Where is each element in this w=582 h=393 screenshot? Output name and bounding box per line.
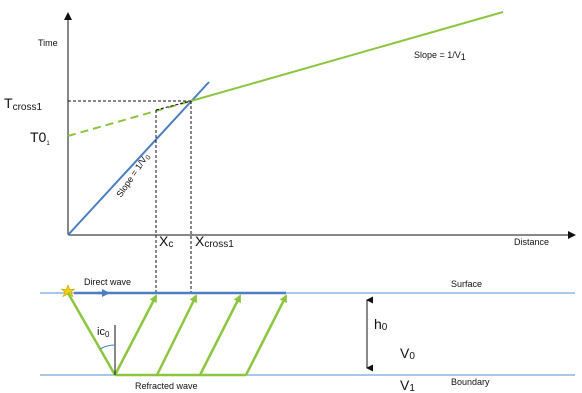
slope-v0-label: Slope = 1/V0 [114,151,152,200]
boundary-label: Boundary [451,377,490,387]
thickness-label: h0 [374,316,388,333]
v1-label: V1 [400,377,415,393]
xc-guide-top [155,100,192,111]
critical-angle-label: ic0 [97,326,110,339]
xc-label: Xc [159,233,173,250]
x-cross-label: Xcross1 [195,233,234,250]
surface-label: Surface [451,279,482,289]
refracted-ray-down [66,292,117,376]
refracted-ray-up-1 [113,294,158,376]
refracted-ray-up-3 [198,294,242,376]
t0-label: T01 [30,129,50,147]
y-axis-label: Time [38,38,58,48]
refracted-wave-line [190,11,504,102]
t-cross-label: Tcross1 [4,95,42,113]
refracted-ray-up-4 [244,294,288,376]
direct-wave-line [67,81,210,236]
v0-label: V0 [400,345,415,362]
refracted-wave-label: Refracted wave [135,381,198,391]
refracted-ray-up-2 [155,294,198,376]
slope-v1-label: Slope = 1/V1 [414,50,466,62]
critical-angle-arc [99,344,116,350]
x-axis-label: Distance [514,237,549,247]
direct-wave-label: Direct wave [84,277,131,287]
refracted-wave-dashed [67,100,192,137]
